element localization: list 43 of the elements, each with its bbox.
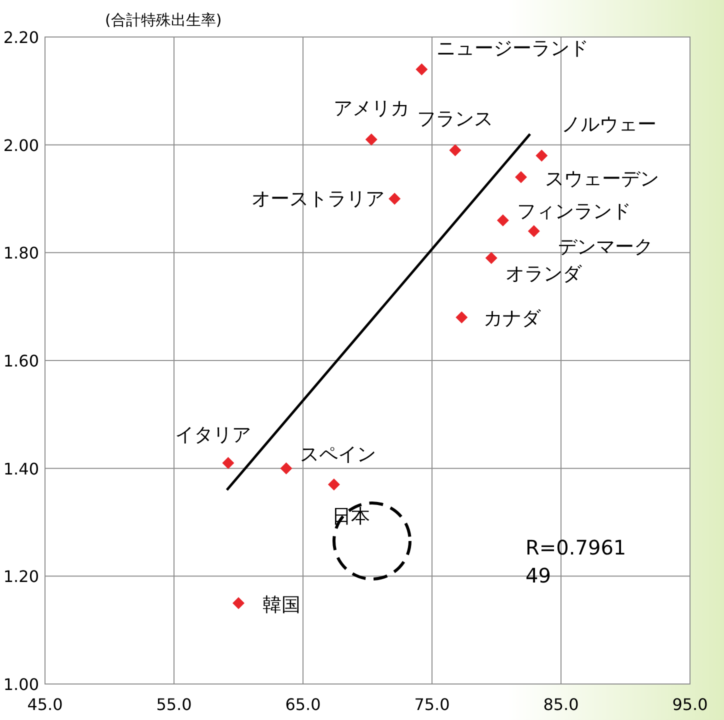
- point: [388, 192, 401, 205]
- point: [280, 462, 292, 474]
- y-tick-label: 2.20: [3, 28, 39, 47]
- point: [416, 63, 428, 76]
- y-axis-title: (合計特殊出生率): [105, 11, 222, 29]
- point: [365, 133, 378, 146]
- point: [528, 225, 540, 238]
- annotation: スウェーデン: [545, 168, 660, 190]
- point: [232, 597, 244, 610]
- annotation: ニュージーランド: [436, 37, 589, 60]
- point: [449, 144, 462, 156]
- annotation: スペイン: [300, 443, 376, 466]
- y-tick-label: 1.00: [3, 675, 39, 694]
- x-tick-label: 55.0: [156, 695, 192, 714]
- y-tick-label: 1.80: [3, 244, 39, 263]
- annotation: デンマーク: [558, 236, 653, 258]
- point: [536, 150, 548, 162]
- x-tick-label: 85.0: [543, 695, 579, 714]
- annotation: R=0.796149: [526, 536, 626, 588]
- point: [328, 478, 340, 491]
- annotation: 韓国: [262, 594, 300, 616]
- annotation: フィンランド: [516, 200, 631, 222]
- x-tick-label: 75.0: [414, 695, 450, 714]
- point: [485, 252, 498, 264]
- annotation: ノルウェー: [562, 114, 657, 136]
- y-tick-label: 2.00: [3, 136, 39, 155]
- x-tick-label: 45.0: [27, 695, 63, 714]
- annotation: 日本: [332, 506, 370, 528]
- annotation: カナダ: [484, 307, 542, 330]
- point: [515, 171, 528, 184]
- x-tick-label: 95.0: [672, 695, 708, 714]
- annotation: フランス: [417, 108, 494, 130]
- point: [456, 311, 468, 324]
- x-tick-label: 65.0: [285, 695, 321, 714]
- annotation: アメリカ: [333, 97, 410, 120]
- annotation: オランダ: [505, 263, 582, 286]
- annotation: オーストラリア: [252, 188, 385, 210]
- y-tick-label: 1.60: [3, 352, 39, 370]
- point: [222, 456, 234, 469]
- y-tick-label: 1.20: [3, 567, 39, 586]
- point: [496, 214, 509, 226]
- y-tick-label: 1.40: [3, 459, 39, 478]
- annotation: イタリア: [175, 424, 252, 446]
